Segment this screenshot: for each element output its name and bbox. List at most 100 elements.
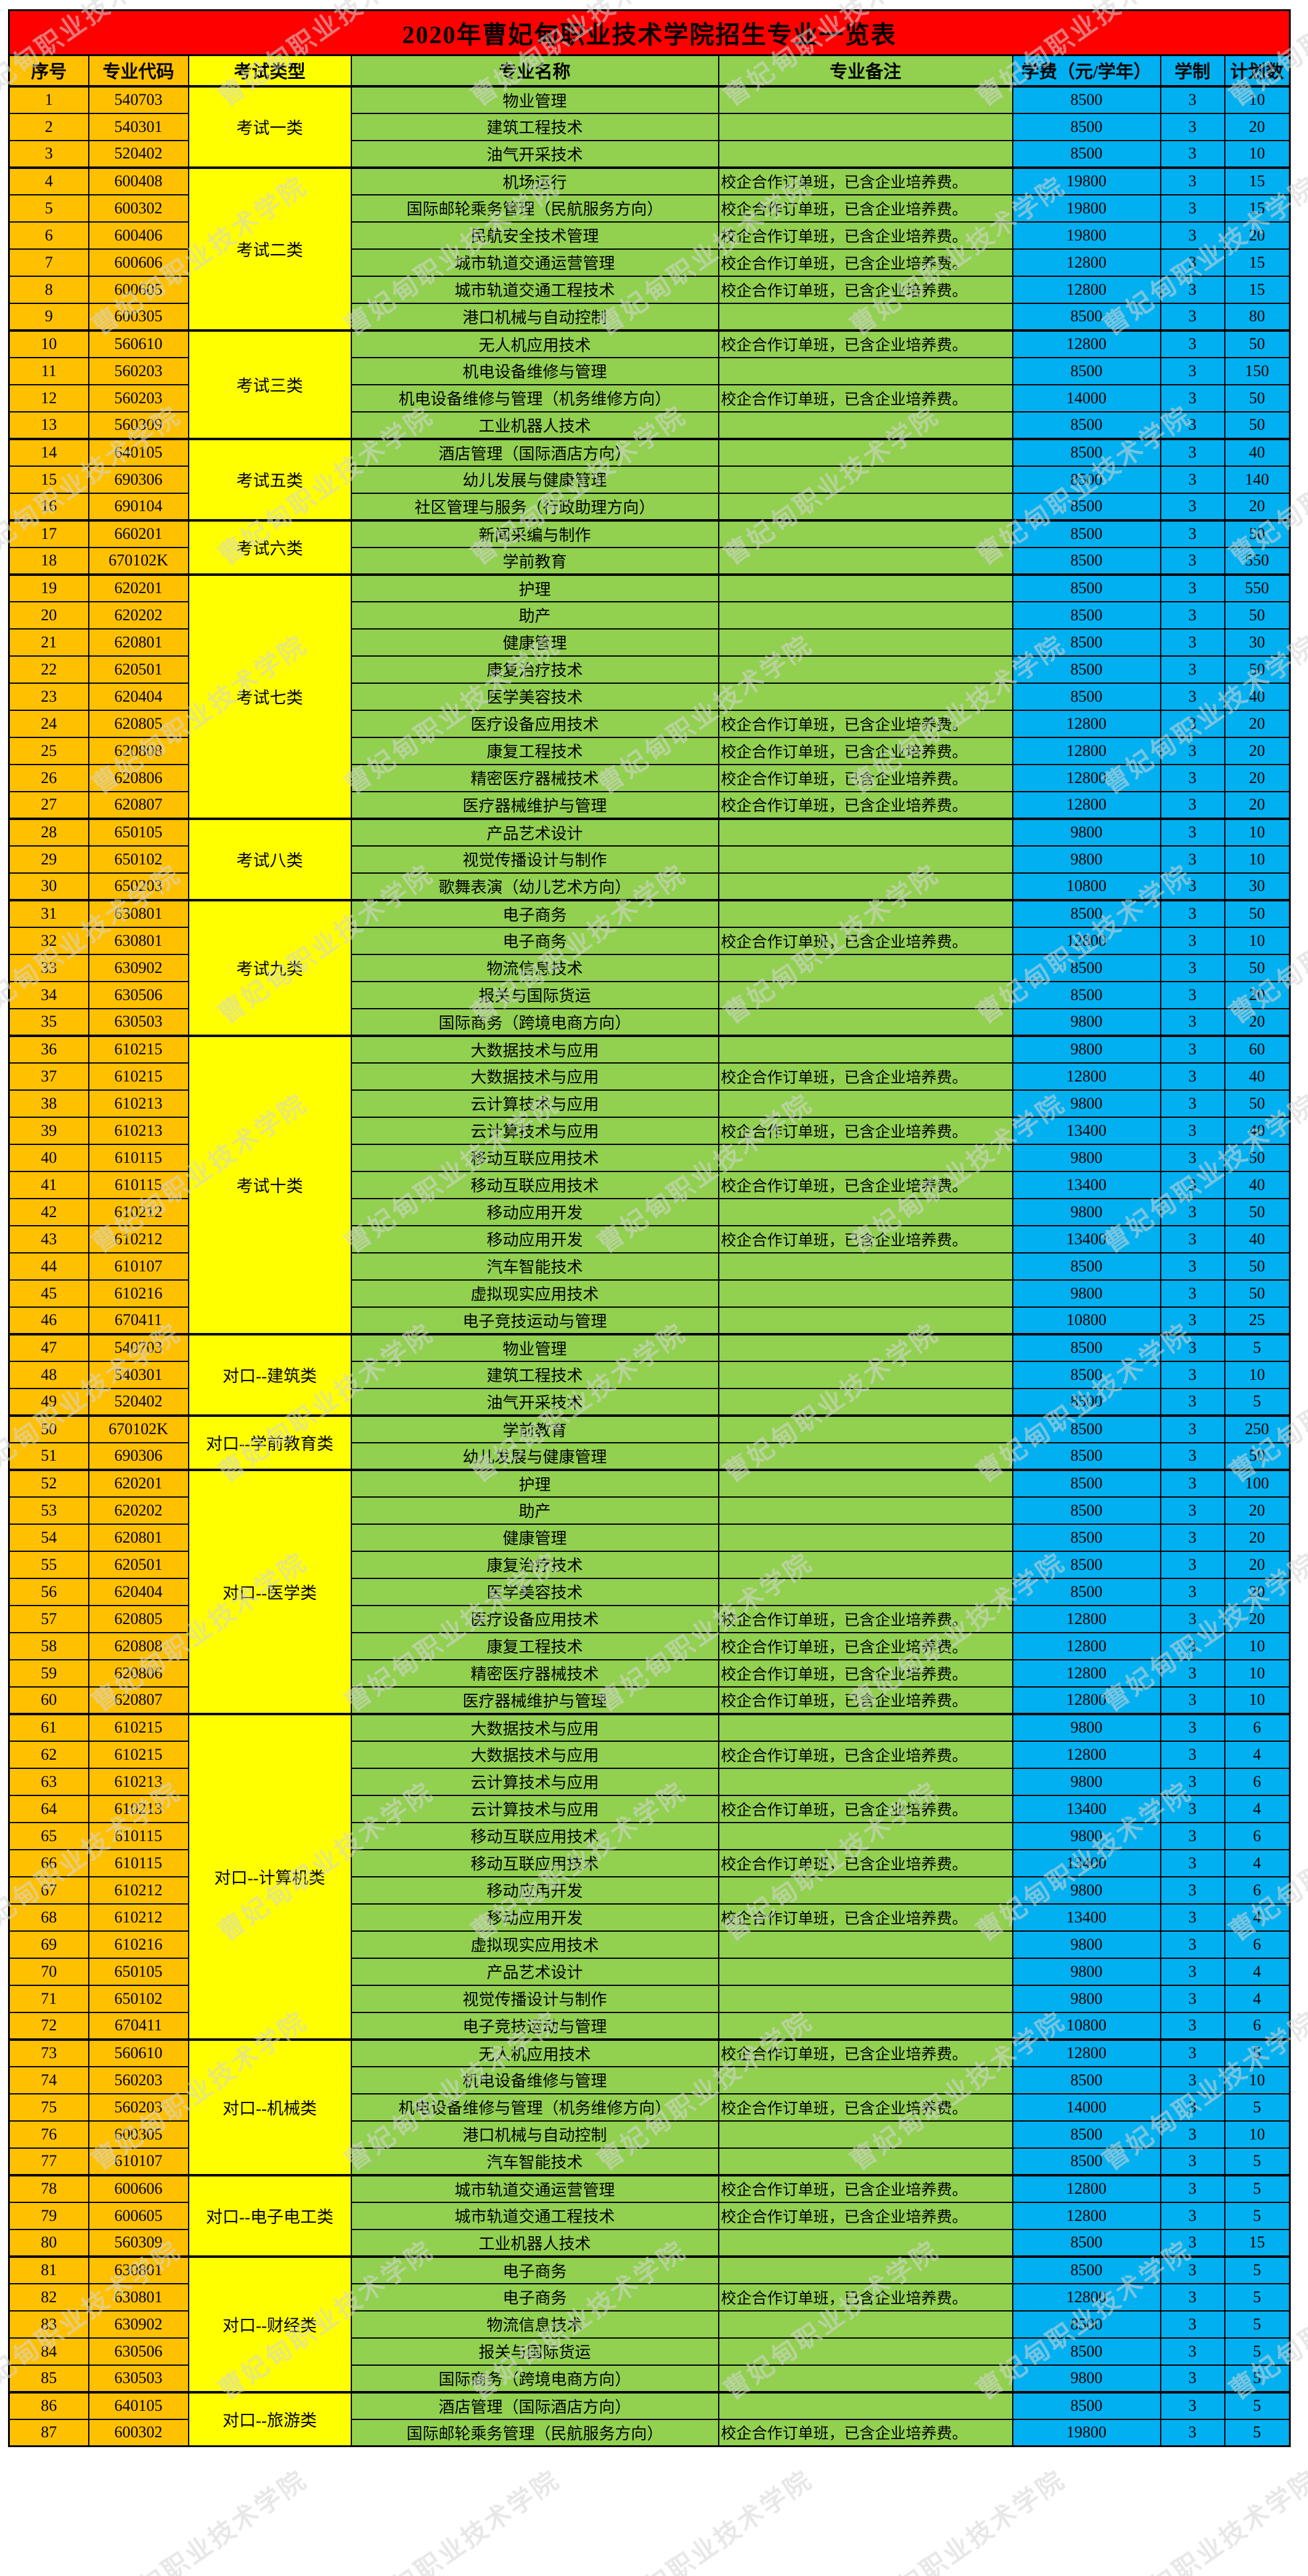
cell-no: 72 — [8, 2011, 89, 2040]
cell-plan: 50 — [1224, 411, 1291, 440]
table-row: 52 620201 对口--医学类 护理 8500 3 100 — [8, 1468, 1291, 1715]
table-row: 69 610216 虚拟现实应用技术 9800 3 6 — [8, 1930, 1291, 1959]
cell-plan: 15 — [1224, 2228, 1291, 2257]
cell-tuition: 13400 — [1012, 1116, 1161, 1145]
cell-code: 560610 — [88, 329, 189, 358]
cell-plan: 6 — [1224, 1767, 1291, 1796]
table-row: 4 600408 考试二类 机场运行 校企合作订单班，已含企业培养费。 19800 3 15 — [8, 166, 1291, 331]
cell-note — [717, 980, 1013, 1009]
cell-tuition: 8500 — [1012, 437, 1161, 467]
cell-major: 国际商务（跨境电商方向） — [350, 1007, 719, 1036]
cell-note — [717, 2228, 1013, 2257]
cell-no: 13 — [8, 411, 89, 440]
cell-tuition: 8500 — [1012, 302, 1161, 331]
cell-no: 23 — [8, 682, 89, 711]
cell-no: 46 — [8, 1306, 89, 1335]
cell-no: 14 — [8, 437, 89, 467]
cell-years: 3 — [1159, 2093, 1225, 2122]
cell-code: 600305 — [88, 302, 189, 331]
cell-tuition: 8500 — [1012, 2337, 1161, 2366]
cell-years: 3 — [1159, 2038, 1225, 2067]
watermark-text: 曹妃甸职业技术学院 — [1098, 2465, 1308, 2576]
cell-code: 520402 — [88, 139, 189, 168]
cell-years: 3 — [1159, 1496, 1225, 1525]
cell-tuition: 9800 — [1012, 1279, 1161, 1308]
cell-major: 建筑工程技术 — [350, 112, 719, 141]
cell-no: 38 — [8, 1089, 89, 1118]
sheet-title: 2020年曹妃甸职业技术学院招生专业一览表 — [8, 9, 1291, 56]
cell-major: 民航安全技术管理 — [350, 221, 719, 250]
table-row: 45 610216 虚拟现实应用技术 9800 3 50 — [8, 1279, 1291, 1308]
cell-tuition: 12800 — [1012, 736, 1161, 765]
cell-no: 76 — [8, 2120, 89, 2149]
cell-tuition: 8500 — [1012, 465, 1161, 494]
cell-tuition: 8500 — [1012, 139, 1161, 168]
cell-no: 56 — [8, 1577, 89, 1606]
cell-tuition: 8500 — [1012, 1332, 1161, 1362]
cell-note: 校企合作订单班，已含企业培养费。 — [717, 1903, 1013, 1932]
cell-plan: 4 — [1224, 1903, 1291, 1932]
cell-plan: 10 — [1224, 1360, 1291, 1389]
cell-no: 7 — [8, 248, 89, 277]
cell-note: 校企合作订单班，已含企业培养费。 — [717, 1686, 1013, 1715]
table-row: 79 600605 城市轨道交通工程技术 校企合作订单班，已含企业培养费。 12800 3… — [8, 2201, 1291, 2230]
cell-tuition: 9800 — [1012, 1957, 1161, 1986]
cell-code: 620201 — [88, 573, 189, 602]
table-row: 42 610212 移动应用开发 9800 3 50 — [8, 1197, 1291, 1226]
cell-code: 540301 — [88, 1360, 189, 1389]
cell-note — [717, 1034, 1013, 1064]
cell-plan: 6 — [1224, 1712, 1291, 1742]
cell-no: 58 — [8, 1631, 89, 1660]
cell-code: 540703 — [88, 84, 189, 114]
cell-code: 520402 — [88, 1387, 189, 1416]
cell-tuition: 9800 — [1012, 1821, 1161, 1850]
cell-tuition: 14000 — [1012, 384, 1161, 412]
table-row: 12 560203 机电设备维修与管理（机务维修方向） 校企合作订单班，已含企业培养费… — [8, 384, 1291, 412]
cell-major: 港口机械与自动控制 — [350, 2120, 719, 2149]
cell-note — [717, 1360, 1013, 1389]
cell-no: 62 — [8, 1740, 89, 1769]
cell-tuition: 8500 — [1012, 411, 1161, 440]
table-row: 70 650105 产品艺术设计 9800 3 4 — [8, 1957, 1291, 1986]
cell-tuition: 9800 — [1012, 1767, 1161, 1796]
cell-tuition: 8500 — [1012, 1360, 1161, 1389]
cell-no: 82 — [8, 2283, 89, 2311]
cell-plan: 30 — [1224, 628, 1291, 657]
cell-note — [717, 2120, 1013, 2149]
cell-plan: 20 — [1224, 112, 1291, 141]
cell-years: 3 — [1159, 2011, 1225, 2040]
cell-years: 3 — [1159, 194, 1225, 223]
cell-plan: 5 — [1224, 2337, 1291, 2366]
cell-code: 650105 — [88, 1957, 189, 1986]
cell-no: 55 — [8, 1550, 89, 1579]
cell-note — [717, 1279, 1013, 1308]
cell-tuition: 12800 — [1012, 1062, 1161, 1091]
cell-tuition: 8500 — [1012, 1387, 1161, 1416]
cell-major: 视觉传播设计与制作 — [350, 845, 719, 874]
cell-years: 3 — [1159, 898, 1225, 928]
cell-plan: 20 — [1224, 1550, 1291, 1579]
cell-note: 校企合作订单班，已含企业培养费。 — [717, 2201, 1013, 2230]
cell-code: 610213 — [88, 1089, 189, 1118]
cell-exam-type: 对口--医学类 — [187, 1468, 352, 1715]
cell-tuition: 19800 — [1012, 2418, 1161, 2447]
cell-tuition: 19800 — [1012, 194, 1161, 223]
cell-tuition: 8500 — [1012, 1442, 1161, 1471]
cell-years: 3 — [1159, 1550, 1225, 1579]
cell-major: 城市轨道交通运营管理 — [350, 248, 719, 277]
cell-exam-type: 对口--机械类 — [187, 2038, 352, 2176]
cell-no: 28 — [8, 817, 89, 847]
cell-exam-type: 考试九类 — [187, 898, 352, 1036]
table-row: 83 630902 物流信息技术 8500 3 5 — [8, 2310, 1291, 2339]
table-row: 41 610115 移动互联应用技术 校企合作订单班，已含企业培养费。 13400 3 40 — [8, 1170, 1291, 1199]
enrollment-table: 2020年曹妃甸职业技术学院招生专业一览表 序号 专业代码 考试类型 专业名称 … — [8, 9, 1291, 2447]
cell-code: 620501 — [88, 1550, 189, 1579]
cell-code: 560203 — [88, 2065, 189, 2094]
cell-note — [717, 1143, 1013, 1172]
table-row: 87 600302 国际邮轮乘务管理（民航服务方向） 校企合作订单班，已含企业培养费。… — [8, 2418, 1291, 2447]
cell-major: 虚拟现实应用技术 — [350, 1930, 719, 1959]
cell-tuition: 19800 — [1012, 221, 1161, 250]
cell-exam-type: 考试三类 — [187, 329, 352, 440]
cell-note — [717, 356, 1013, 385]
